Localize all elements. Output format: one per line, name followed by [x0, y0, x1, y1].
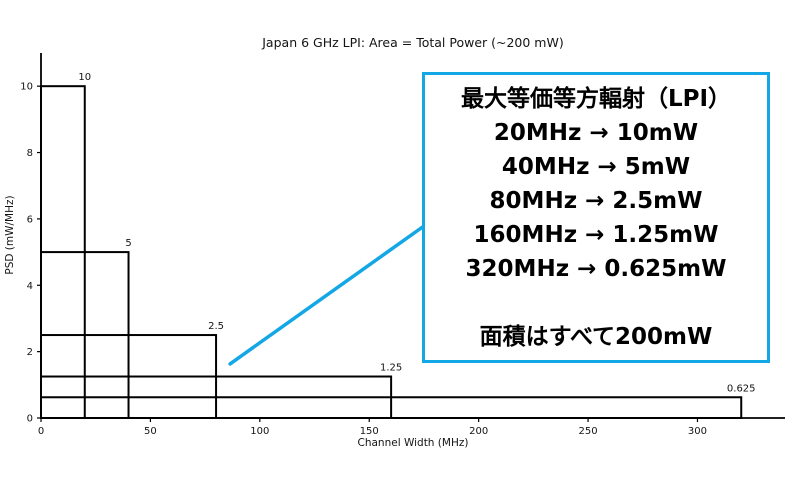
y-tick-label: 8	[27, 148, 33, 159]
chart-title: Japan 6 GHz LPI: Area = Total Power (~20…	[262, 35, 564, 50]
x-tick-label: 250	[579, 426, 598, 437]
annotation-line: 面積はすべて200mW	[479, 324, 713, 350]
x-axis-label: Channel Width (MHz)	[357, 437, 469, 449]
annotation-line: 80MHz → 2.5mW	[489, 188, 703, 214]
psd-bar-label: 2.5	[208, 321, 224, 332]
psd-bar-label: 10	[78, 72, 91, 83]
annotation-box: 最大等価等方輻射（LPI） 20MHz → 10mW 40MHz → 5mW 80MH…	[422, 72, 770, 363]
annotation-line: 320MHz → 0.625mW	[465, 256, 727, 282]
y-tick-label: 0	[27, 414, 33, 425]
y-tick-label: 2	[27, 347, 33, 358]
annotation-line: 最大等価等方輻射（LPI）	[460, 86, 732, 112]
psd-bar	[40, 396, 743, 419]
annotation-line	[425, 286, 767, 320]
y-tick-label: 10	[20, 82, 33, 93]
x-tick-label: 150	[360, 426, 379, 437]
annotation-line: 160MHz → 1.25mW	[473, 222, 719, 248]
x-tick-label: 100	[250, 426, 269, 437]
annotation-line: 20MHz → 10mW	[493, 120, 699, 146]
y-tick-label: 6	[27, 214, 33, 225]
y-tick-label: 4	[27, 281, 33, 292]
x-tick-label: 50	[144, 426, 157, 437]
psd-bar-label: 5	[125, 238, 131, 249]
x-tick-label: 0	[38, 426, 44, 437]
psd-bar-label: 0.625	[727, 383, 756, 394]
annotation-line: 40MHz → 5mW	[501, 154, 691, 180]
x-tick-label: 300	[688, 426, 707, 437]
psd-bar-label: 1.25	[380, 363, 402, 374]
x-tick-label: 200	[469, 426, 488, 437]
annotation-connector-line	[228, 224, 426, 366]
